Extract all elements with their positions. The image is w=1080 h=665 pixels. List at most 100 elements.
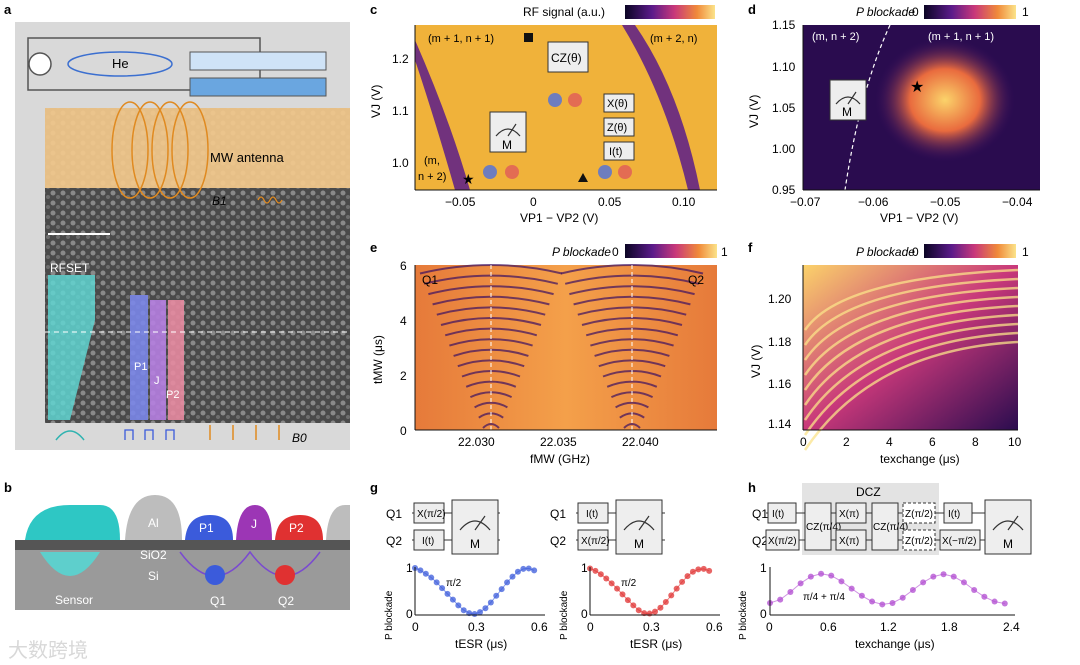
data-point (950, 573, 957, 580)
g-right-circuit: Q1 Q2 I(t) X(π/2) M (550, 499, 665, 555)
pulse-icons (124, 429, 175, 440)
h-q1-gates: I(t) CZ(π/4) X(π) CZ(π/4) Z(π/2) I(t) (767, 502, 973, 551)
q1-spin (205, 565, 225, 585)
d-ann-2: (m + 1, n + 1) (928, 31, 994, 43)
data-point (603, 575, 610, 582)
fringe (474, 401, 508, 409)
h-gate: CZ(π/4) (873, 522, 908, 533)
panel-label-d: d (748, 2, 756, 17)
c-xtick: 0.05 (598, 195, 622, 209)
f-ytick: 1.14 (768, 417, 792, 431)
data-point (417, 567, 424, 574)
data-point (514, 568, 521, 575)
data-point (624, 597, 631, 604)
data-point (695, 566, 702, 573)
fit-line (414, 567, 535, 615)
data-point (428, 574, 435, 581)
panel-label-c: c (370, 2, 377, 17)
data-point (422, 570, 429, 577)
d-xtick: −0.06 (858, 195, 889, 209)
data-point (460, 607, 467, 614)
f-ylabel: VJ (V) (749, 345, 763, 378)
data-point (706, 567, 713, 574)
d-meter-icon (835, 91, 861, 105)
gate-p2 (168, 300, 184, 420)
data-point (679, 578, 686, 585)
al-gate (125, 495, 182, 540)
d-cbar-tick-0: 0 (912, 5, 919, 19)
d-cbar-tick-1: 1 (1022, 5, 1029, 19)
d-xtick: −0.04 (1002, 195, 1033, 209)
fringe (803, 304, 1019, 391)
f-xtick: 4 (886, 435, 893, 449)
q2-spin (275, 565, 295, 585)
c-i-label: I(t) (609, 146, 622, 158)
panel-label-h: h (748, 480, 756, 495)
g2-ytick: 1 (581, 561, 588, 575)
data-point (525, 565, 532, 572)
h-gate: I(t) (772, 509, 784, 520)
f-xlabel: texchange (μs) (880, 452, 960, 466)
g-right-m: M (634, 537, 644, 551)
si-label: Si (148, 569, 159, 583)
fringe (449, 338, 533, 347)
d-ytick: 1.10 (772, 60, 796, 74)
data-point (930, 573, 937, 580)
fringe (803, 295, 1019, 376)
data-point (818, 570, 825, 577)
data-point (899, 594, 906, 601)
e-ytick: 6 (400, 259, 407, 273)
b-p2-label: P2 (289, 521, 304, 535)
fringe (606, 380, 658, 388)
e-ytick: 0 (400, 424, 407, 438)
data-point (646, 610, 653, 617)
h-gate: CZ(π/4) (806, 522, 841, 533)
d-ytick: 1.00 (772, 142, 796, 156)
watermark: 大数跨境 (8, 638, 88, 662)
g2-xtick: 0.3 (643, 620, 660, 634)
f-cbar-tick-1: 1 (1022, 245, 1029, 259)
d-ann-1: (m, n + 2) (812, 31, 859, 43)
c-ytick: 1.0 (392, 156, 409, 170)
d-colorbar (924, 5, 1016, 19)
fringe (803, 313, 1019, 406)
f-colorbar-label: P blockade (856, 245, 915, 259)
b-gate-j (236, 505, 272, 540)
g2-ytick: 0 (581, 607, 588, 621)
g1-plot (412, 564, 538, 618)
g-right-meter-icon (623, 515, 655, 531)
data-point (673, 585, 680, 592)
c-z-label: Z(θ) (607, 122, 627, 134)
g2-xlabel: tESR (μs) (630, 637, 682, 651)
data-point (433, 579, 440, 586)
voltage-source-icon (28, 52, 52, 76)
data-point (614, 585, 621, 592)
c-triangle-marker (578, 173, 588, 182)
g-right-q1: Q1 (550, 507, 566, 521)
g2-ylabel: P blockade (559, 590, 570, 640)
data-point (504, 579, 511, 586)
c-transition-line-2 (622, 25, 700, 190)
mw-antenna-label: MW antenna (210, 150, 284, 165)
b-q2-label: Q2 (278, 594, 294, 608)
data-point (657, 604, 664, 611)
data-point (684, 573, 691, 580)
h-ytick: 1 (760, 561, 767, 575)
g2-plot (587, 565, 713, 617)
b1-loops (111, 101, 209, 199)
fringe (590, 338, 674, 347)
f-y-ticks: 1.20 1.18 1.16 1.14 (768, 292, 792, 431)
data-point (909, 587, 916, 594)
c-meter-icon (495, 123, 521, 137)
c-y-ticks: 1.2 1.1 1.0 (392, 52, 409, 170)
data-point (777, 596, 784, 603)
panel-label-g: g (370, 480, 378, 495)
f-xtick: 0 (800, 435, 807, 449)
e-xtick: 22.035 (540, 435, 577, 449)
panel-label-a: a (4, 2, 12, 17)
d-ytick: 1.15 (772, 18, 796, 32)
gate-j (150, 300, 166, 420)
f-ytick: 1.16 (768, 377, 792, 391)
h-xlabel: texchange (μs) (855, 637, 935, 651)
b-q1-label: Q1 (210, 594, 226, 608)
